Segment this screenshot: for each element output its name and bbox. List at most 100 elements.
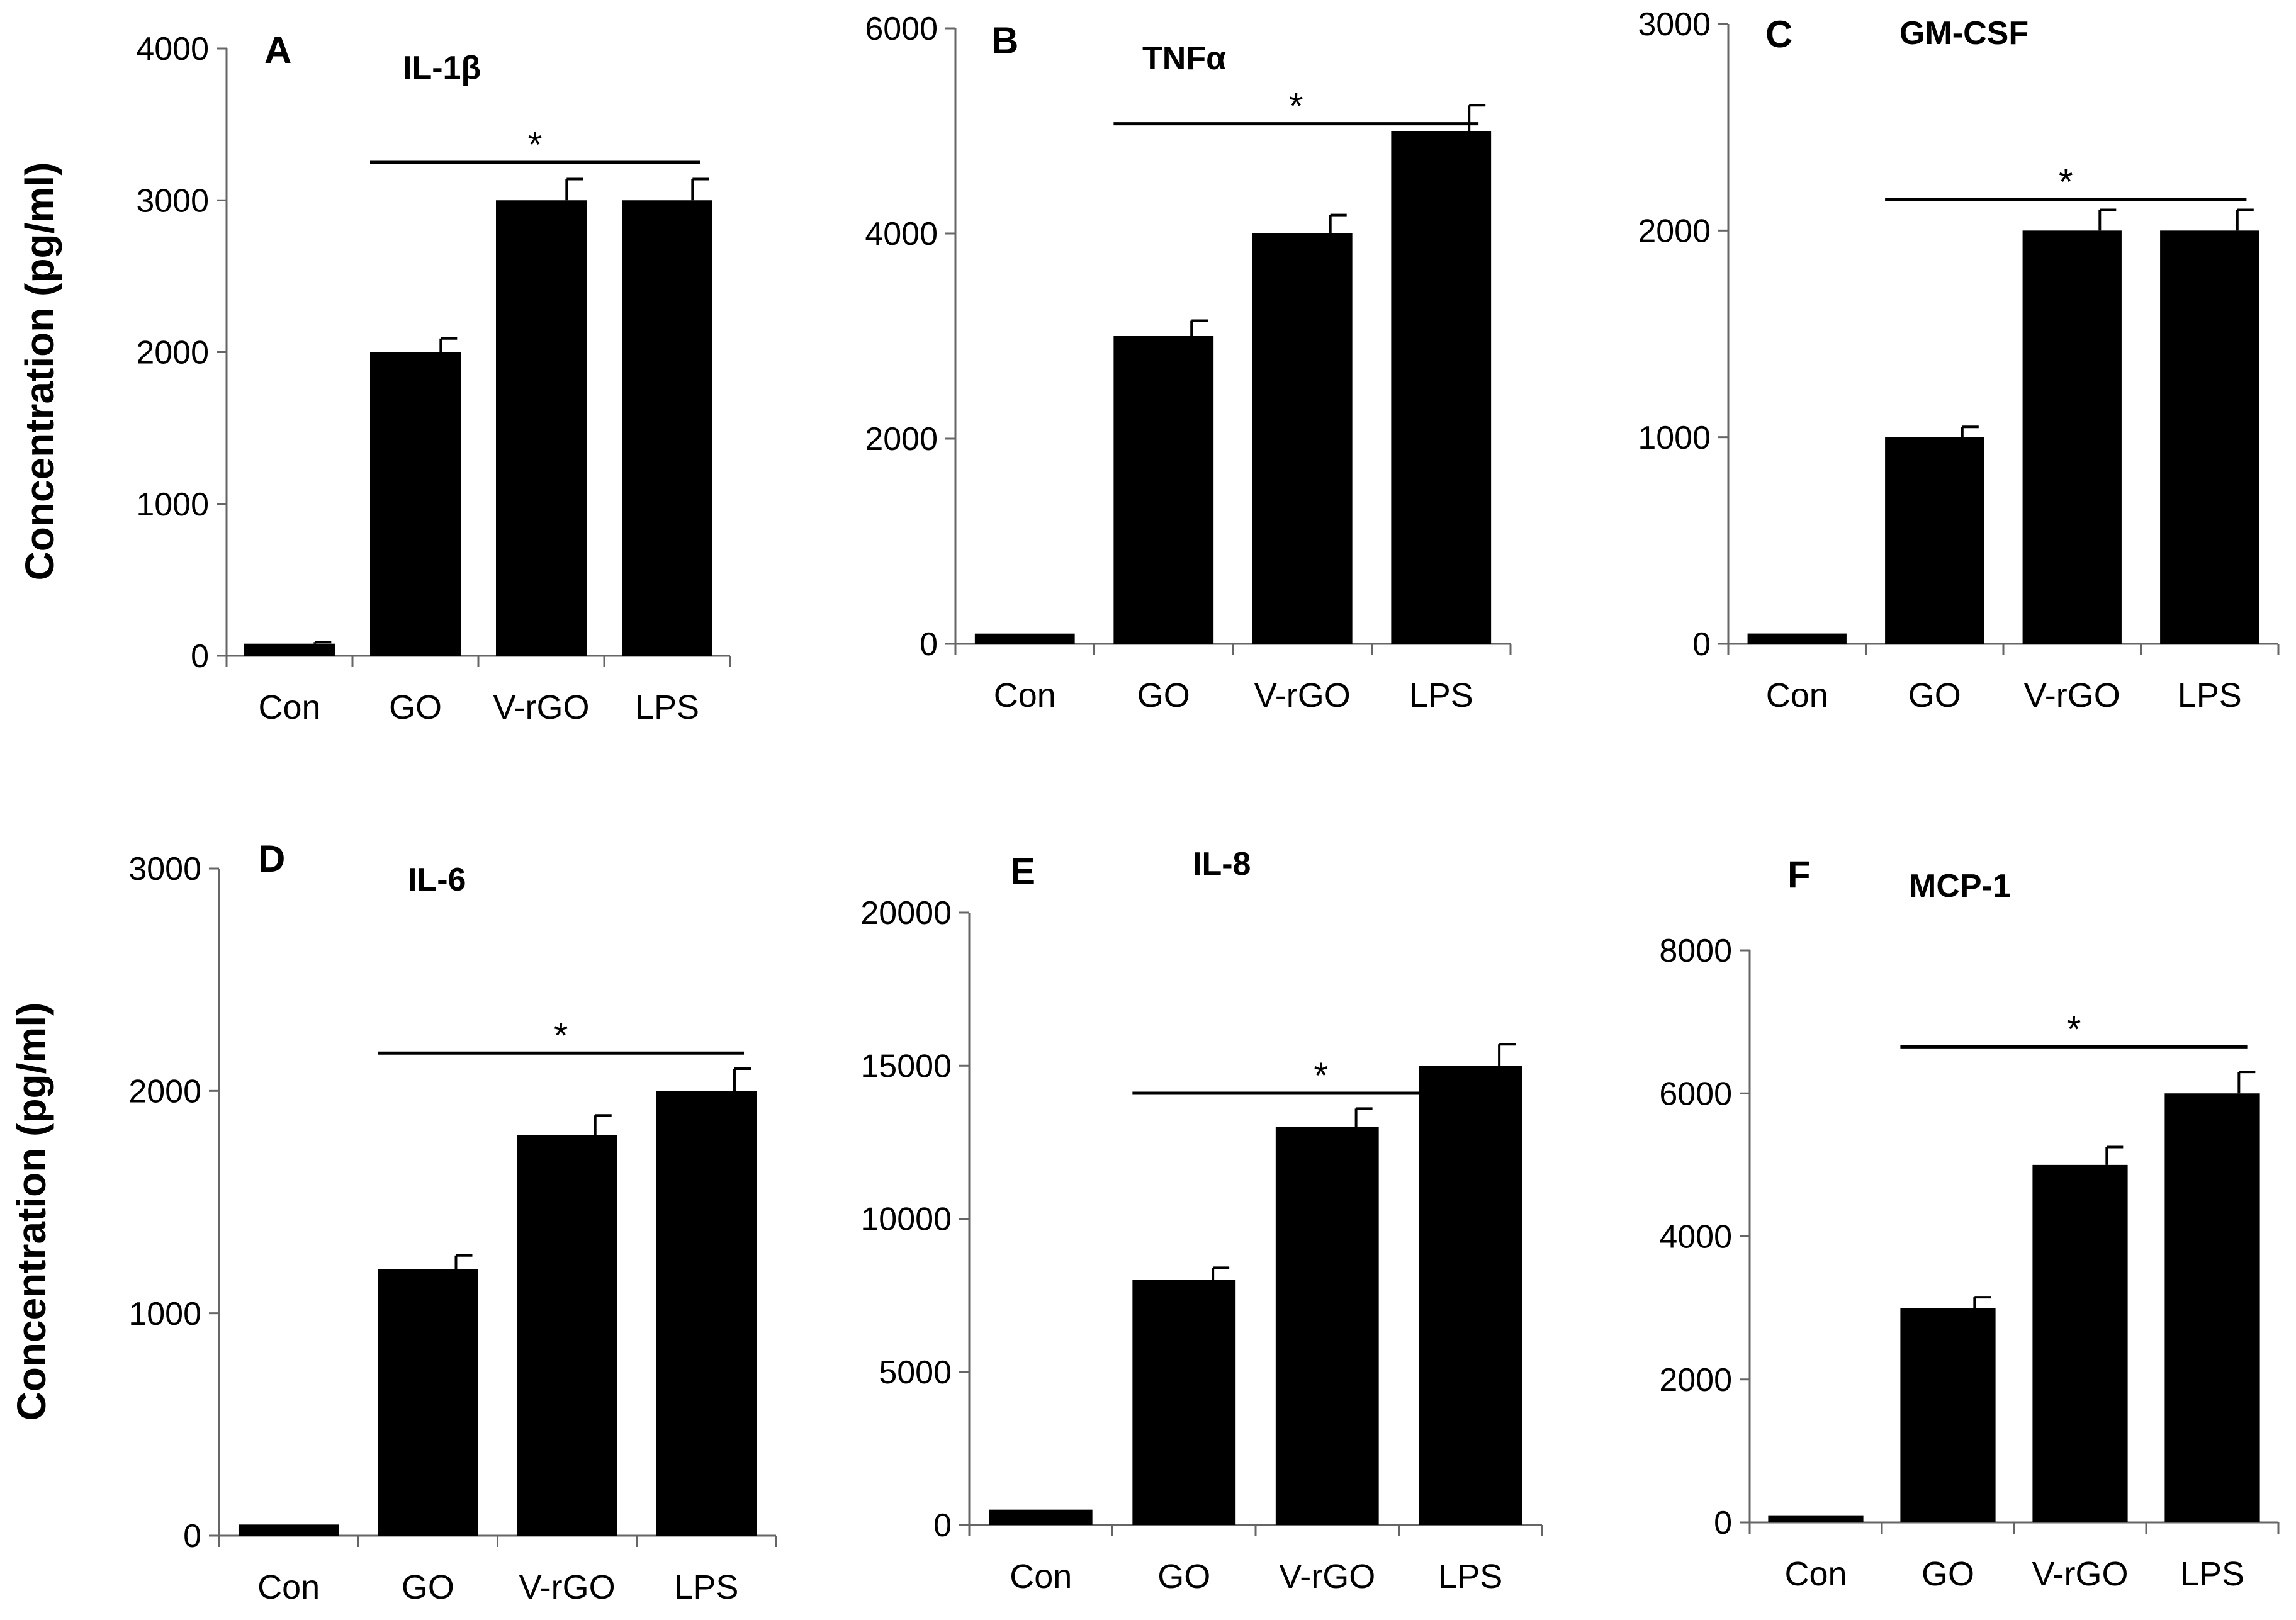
y-tick-label: 20000 <box>860 895 952 931</box>
y-tick-label: 10000 <box>860 1201 952 1238</box>
y-tick-label: 1000 <box>128 1296 201 1332</box>
panel-letter: B <box>991 20 1018 62</box>
category-label: LPS <box>1409 677 1473 714</box>
y-axis-title: Concentration (pg/ml) <box>17 162 62 581</box>
panel-e: 0 5000 10000 15000 20000 Con GO V-rGO LPS * E IL-8 <box>860 846 1543 1595</box>
y-tick-label: 4000 <box>1659 1219 1732 1256</box>
category-label: GO <box>1908 677 1961 714</box>
panel-c: 0 1000 2000 3000 Con GO V-rGO LPS * C GM-CSF <box>1638 6 2280 714</box>
y-tick-label: 6000 <box>865 11 938 47</box>
bar-con <box>1747 633 1847 644</box>
category-label: LPS <box>2180 1555 2244 1593</box>
category-label: Con <box>1010 1558 1072 1595</box>
bar-v-rgo <box>496 200 587 656</box>
significance-asterisk: * <box>1289 86 1303 127</box>
category-label: Con <box>257 1568 320 1606</box>
bar-go <box>378 1269 478 1536</box>
panel-letter: E <box>1010 850 1035 892</box>
bar-go <box>1132 1280 1236 1525</box>
y-tick-label: 0 <box>1692 626 1711 663</box>
panel-letter: D <box>258 838 285 880</box>
bar-go <box>370 352 461 656</box>
category-label: GO <box>1157 1558 1210 1595</box>
category-label: Con <box>1766 677 1828 714</box>
bar-con <box>238 1524 339 1536</box>
category-label: LPS <box>674 1568 738 1606</box>
category-label: LPS <box>1438 1558 1502 1595</box>
bar-con <box>244 643 335 656</box>
category-label: V-rGO <box>2032 1555 2128 1593</box>
y-tick-label: 0 <box>183 1518 201 1555</box>
bar-v-rgo <box>2022 230 2122 644</box>
bar-lps <box>656 1091 757 1536</box>
category-label: Con <box>1784 1555 1847 1593</box>
bar-con <box>1768 1515 1864 1522</box>
category-label: GO <box>402 1568 454 1606</box>
panel-a: 0 1000 2000 3000 4000 Con GO V-rGO LPS * A IL-1β Con… <box>17 29 731 726</box>
bar-v-rgo <box>517 1135 617 1536</box>
category-label: LPS <box>635 689 699 726</box>
y-tick-label: 0 <box>933 1507 952 1544</box>
y-tick-label: 6000 <box>1659 1076 1732 1112</box>
significance-asterisk: * <box>554 1015 568 1056</box>
y-tick-label: 3000 <box>1638 6 1711 43</box>
bar-con <box>989 1509 1093 1525</box>
y-tick-label: 4000 <box>865 216 938 252</box>
y-tick-label: 0 <box>920 626 938 663</box>
bar-go <box>1113 336 1214 644</box>
significance-asterisk: * <box>1314 1055 1328 1096</box>
category-label: GO <box>389 689 442 726</box>
bar-go <box>1900 1308 1996 1522</box>
y-tick-label: 0 <box>1714 1505 1732 1541</box>
y-tick-label: 0 <box>191 638 209 675</box>
bar-v-rgo <box>2032 1164 2128 1522</box>
y-tick-label: 8000 <box>1659 933 1732 969</box>
y-tick-label: 1000 <box>1638 420 1711 456</box>
y-tick-label: 5000 <box>879 1354 952 1391</box>
y-tick-label: 2000 <box>128 1074 201 1110</box>
bar-v-rgo <box>1275 1127 1379 1525</box>
y-tick-label: 3000 <box>128 851 201 887</box>
category-label: V-rGO <box>1279 1558 1375 1595</box>
y-tick-label: 3000 <box>136 183 209 219</box>
panel-letter: A <box>264 29 291 71</box>
significance-asterisk: * <box>2059 162 2073 203</box>
panel-letter: F <box>1787 853 1811 896</box>
category-label: LPS <box>2178 677 2242 714</box>
panel-title: MCP-1 <box>1909 868 2011 904</box>
panel-d: 0 1000 2000 3000 Con GO V-rGO LPS * D IL-6 Concentr… <box>9 838 777 1606</box>
panel-title: GM-CSF <box>1899 15 2029 52</box>
category-label: Con <box>258 689 320 726</box>
panel-b: 0 2000 4000 6000 Con GO V-rGO LPS * B TNFα <box>865 11 1512 714</box>
panel-title: IL-8 <box>1193 846 1251 882</box>
panel-title: TNFα <box>1142 40 1226 77</box>
y-tick-label: 2000 <box>1659 1362 1732 1398</box>
significance-asterisk: * <box>528 125 543 166</box>
category-label: V-rGO <box>493 689 589 726</box>
y-tick-label: 15000 <box>860 1048 952 1084</box>
y-tick-label: 4000 <box>136 31 209 67</box>
category-label: Con <box>994 677 1056 714</box>
bar-con <box>974 633 1075 644</box>
bar-lps <box>2164 1093 2260 1522</box>
y-tick-label: 2000 <box>865 421 938 458</box>
panel-title: IL-6 <box>408 862 466 898</box>
y-tick-label: 1000 <box>136 487 209 523</box>
category-label: V-rGO <box>2024 677 2120 714</box>
panel-f: 0 2000 4000 6000 8000 Con GO V-rGO LPS * F MCP-1 <box>1659 853 2280 1593</box>
bar-lps <box>1419 1066 1522 1525</box>
bar-lps <box>622 200 712 656</box>
panel-letter: C <box>1765 13 1792 55</box>
y-tick-label: 2000 <box>1638 213 1711 250</box>
panel-title: IL-1β <box>403 50 481 86</box>
bar-go <box>1885 437 1984 644</box>
category-label: GO <box>1922 1555 1974 1593</box>
y-axis-title: Concentration (pg/ml) <box>9 1003 54 1421</box>
category-label: V-rGO <box>519 1568 616 1606</box>
bar-v-rgo <box>1252 233 1353 644</box>
bar-lps <box>1391 131 1492 644</box>
y-tick-label: 2000 <box>136 335 209 371</box>
category-label: V-rGO <box>1254 677 1351 714</box>
bar-lps <box>2160 230 2259 644</box>
